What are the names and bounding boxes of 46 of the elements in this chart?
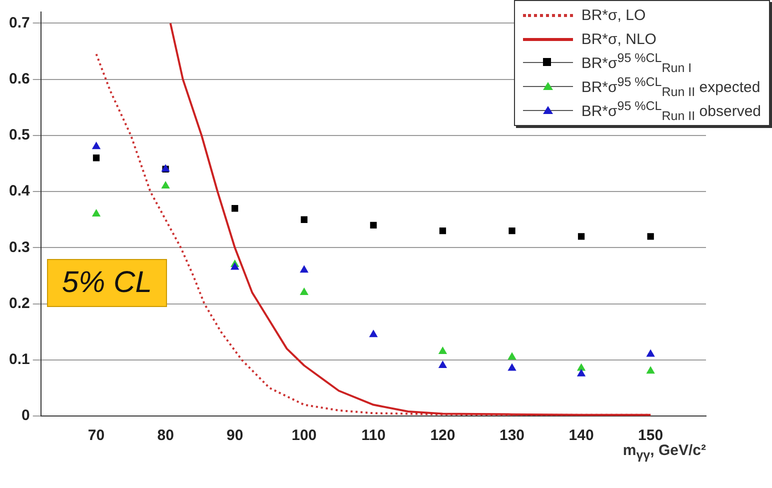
point	[577, 369, 586, 376]
x-tick-label: 100	[292, 427, 317, 444]
y-tick-label: 0.7	[8, 14, 30, 32]
point	[300, 216, 308, 223]
point	[369, 330, 378, 338]
legend-label: BR*σ, NLO	[581, 30, 656, 48]
y-tick-label: 0.3	[8, 238, 30, 256]
point	[439, 228, 446, 234]
x-tick-label: 110	[361, 427, 386, 444]
point	[162, 181, 170, 188]
point	[92, 142, 100, 150]
y-tick-label: 0.4	[8, 182, 30, 200]
x-tick-label: 130	[499, 427, 525, 444]
point	[578, 233, 585, 240]
legend-label: BR*σ, LO	[581, 6, 646, 24]
point	[508, 364, 516, 371]
y-tick-label: 0.1	[8, 351, 30, 368]
point	[508, 352, 516, 360]
x-tick-label: 120	[430, 427, 456, 444]
point	[230, 262, 239, 270]
y-tick-label: 0	[22, 407, 30, 424]
point	[647, 233, 654, 240]
legend-label: BR*σ$^{95 %CL}$$_{Run II}$ observed	[581, 99, 761, 123]
x-tick-label: 150	[638, 427, 664, 444]
point	[370, 222, 377, 229]
point	[508, 228, 516, 234]
point	[646, 366, 655, 374]
point	[92, 154, 100, 162]
point	[232, 205, 238, 212]
point	[300, 288, 308, 296]
y-tick-label: 0.5	[8, 126, 30, 144]
x-tick-label: 140	[568, 427, 594, 444]
x-tick-label: 90	[226, 427, 244, 444]
point	[646, 350, 655, 357]
point	[577, 364, 586, 371]
y-tick-label: 0.2	[8, 294, 30, 312]
annotation: 5% CL	[46, 258, 167, 307]
y-tick-label: 0.6	[8, 70, 30, 88]
x-tick-label: 80	[157, 427, 174, 444]
legend-label: BR*σ$^{95 %CL}$$_{Run II}$ expected	[581, 75, 760, 99]
x-axis-title: m$_{γγ}$, GeV/c²	[622, 442, 706, 462]
x-tick-label: 70	[88, 427, 105, 444]
point	[300, 266, 308, 273]
point	[438, 361, 447, 368]
point	[438, 346, 447, 354]
point	[92, 210, 100, 216]
